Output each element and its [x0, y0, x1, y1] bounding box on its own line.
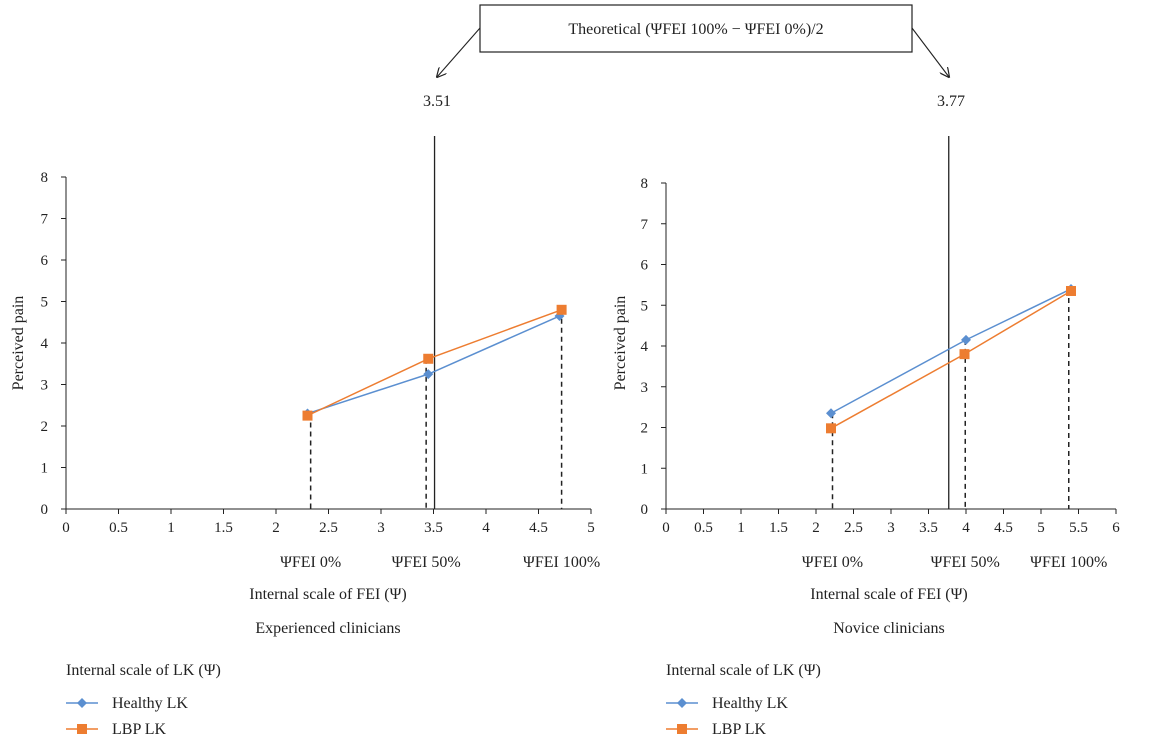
marker-label: ΨFEI 0% [802, 554, 863, 571]
data-point-healthy [826, 408, 836, 419]
x-tick-label: 1.5 [214, 520, 233, 536]
x-tick-label: 3.5 [919, 520, 938, 536]
y-tick-label: 8 [41, 170, 49, 186]
y-tick-label: 6 [641, 258, 649, 274]
data-point-lbp [556, 304, 567, 315]
series-line-healthy [830, 288, 1072, 414]
x-axis-label: Internal scale of FEI (Ψ) [810, 586, 968, 603]
x-tick-label: 6 [1112, 520, 1120, 536]
x-tick-label: 5.5 [1069, 520, 1088, 536]
chart-novice: Perceived pain Internal scale of FEI (Ψ)… [612, 136, 1120, 738]
callout-right-value: 3.77 [937, 93, 965, 110]
x-tick-label: 1.5 [769, 520, 788, 536]
series-line-lbp [830, 290, 1072, 429]
legend-item-healthy: Healthy LK [66, 695, 188, 712]
y-tick-label: 8 [641, 176, 649, 192]
y-tick-label: 7 [641, 217, 649, 233]
x-tick-label: 1 [167, 520, 175, 536]
y-tick-label: 0 [641, 502, 649, 518]
y-tick-label: 1 [41, 461, 49, 477]
x-tick-label: 3.5 [424, 520, 443, 536]
x-tick-label: 2.5 [844, 520, 863, 536]
x-tick-label: 2 [812, 520, 820, 536]
x-tick-label: 2 [272, 520, 280, 536]
marker-label: ΨFEI 100% [1030, 554, 1107, 571]
y-axis-label: Perceived pain [612, 296, 629, 391]
x-tick-label: 4.5 [529, 520, 548, 536]
data-point-lbp [302, 410, 313, 421]
marker-label: ΨFEI 0% [280, 554, 341, 571]
y-tick-label: 3 [41, 378, 49, 394]
legend-label-healthy: Healthy LK [712, 695, 788, 712]
y-tick-label: 5 [641, 298, 649, 314]
callout-left-value: 3.51 [423, 93, 451, 110]
callout: Theoretical (ΨFEI 100% − ΨFEI 0%)/2 3.51… [423, 4, 965, 110]
legend-label-healthy: Healthy LK [112, 695, 188, 712]
y-tick-label: 2 [41, 419, 49, 435]
marker-label: ΨFEI 100% [523, 554, 600, 571]
legend-item-lbp: LBP LK [666, 721, 767, 738]
x-tick-label: 3 [377, 520, 385, 536]
y-tick-label: 4 [41, 336, 49, 352]
x-tick-label: 0 [662, 520, 670, 536]
chart-title: Novice clinicians [833, 620, 945, 637]
y-tick-label: 5 [41, 295, 49, 311]
chart-experienced: Perceived pain Internal scale of FEI (Ψ)… [10, 136, 600, 738]
x-tick-label: 5 [1037, 520, 1045, 536]
data-point-lbp [826, 423, 836, 434]
y-tick-label: 4 [641, 339, 649, 355]
y-tick-label: 3 [641, 380, 649, 396]
x-tick-label: 1 [737, 520, 745, 536]
legend-marker-healthy [677, 698, 687, 708]
data-point-lbp [1066, 285, 1076, 296]
x-tick-label: 4 [962, 520, 970, 536]
series-line-healthy [307, 315, 560, 415]
x-tick-label: 2.5 [319, 520, 338, 536]
y-tick-label: 7 [41, 212, 49, 228]
legend-marker-lbp [677, 724, 687, 734]
legend: Healthy LK LBP LK [66, 695, 188, 738]
marker-label: ΨFEI 50% [931, 554, 1000, 571]
x-tick-label: 5 [587, 520, 595, 536]
legend-label-lbp: LBP LK [712, 721, 767, 738]
legend-label-lbp: LBP LK [112, 721, 167, 738]
x-tick-label: 3 [887, 520, 895, 536]
x-axis-label: Internal scale of FEI (Ψ) [249, 586, 407, 603]
x-tick-label: 0.5 [109, 520, 128, 536]
y-tick-label: 1 [641, 461, 649, 477]
legend: Healthy LK LBP LK [666, 695, 788, 738]
legend-title: Internal scale of LK (Ψ) [66, 662, 221, 679]
data-point-lbp [959, 349, 970, 360]
y-axis-label: Perceived pain [10, 296, 27, 391]
callout-arrow-right [911, 27, 949, 77]
legend-item-healthy: Healthy LK [666, 695, 788, 712]
marker-label: ΨFEI 50% [392, 554, 461, 571]
callout-label: Theoretical (ΨFEI 100% − ΨFEI 0%)/2 [568, 21, 823, 38]
callout-arrow-left [437, 27, 481, 77]
callout-box [479, 4, 913, 53]
legend-title: Internal scale of LK (Ψ) [666, 662, 821, 679]
data-point-healthy [961, 334, 971, 345]
chart-title: Experienced clinicians [255, 620, 400, 637]
y-tick-label: 0 [41, 502, 49, 518]
x-tick-label: 4.5 [994, 520, 1013, 536]
data-point-lbp [423, 353, 434, 364]
legend-marker-lbp [77, 724, 87, 734]
x-tick-label: 4 [482, 520, 490, 536]
x-tick-label: 0.5 [694, 520, 713, 536]
legend-marker-healthy [77, 698, 87, 708]
data-point-healthy [423, 369, 434, 380]
y-tick-label: 6 [41, 253, 49, 269]
x-tick-label: 0 [62, 520, 70, 536]
legend-item-lbp: LBP LK [66, 721, 167, 738]
y-tick-label: 2 [641, 421, 649, 437]
